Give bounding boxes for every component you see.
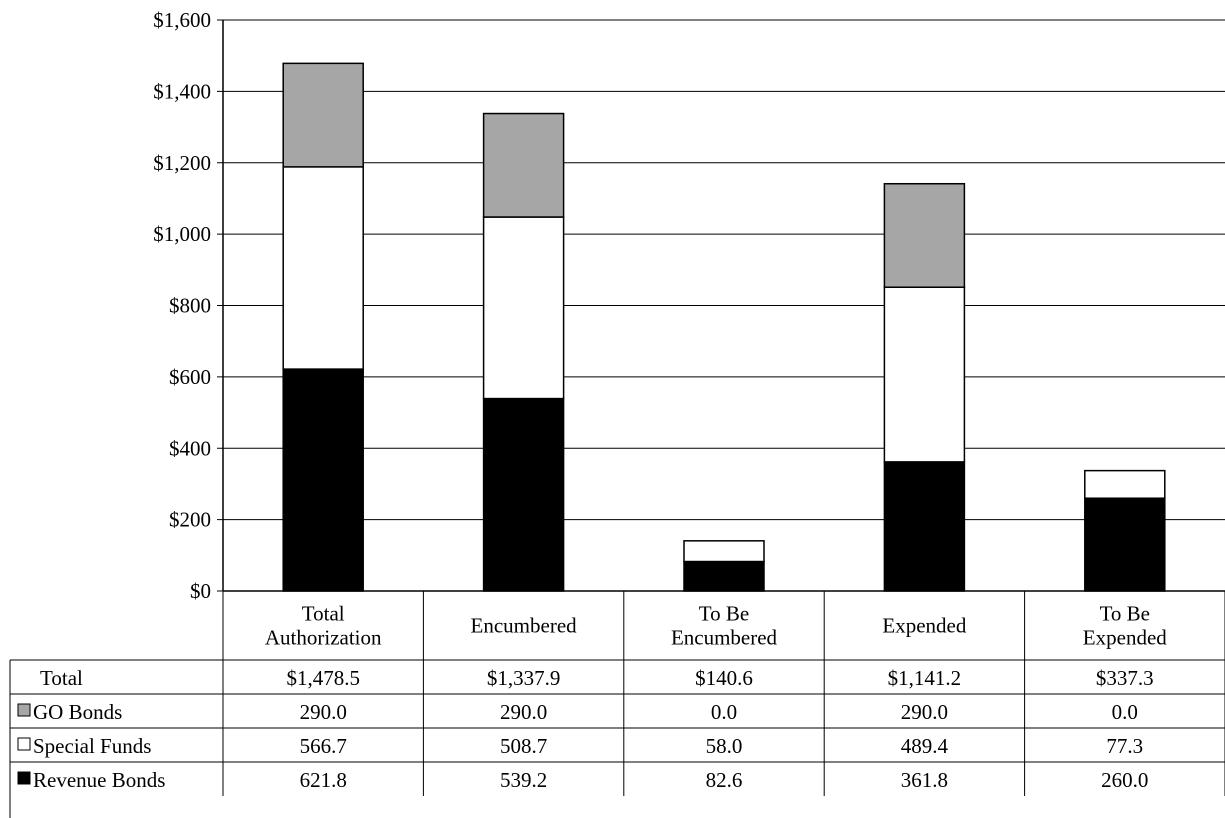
- data-label: 58.0: [706, 734, 743, 758]
- data-label: 566.7: [300, 734, 347, 758]
- category-label: Expended: [1083, 626, 1167, 650]
- y-tick-label: $600: [169, 365, 211, 389]
- data-label: 82.6: [706, 768, 743, 792]
- bar-segment: [683, 540, 765, 563]
- bar-segment: [482, 112, 565, 218]
- category-label: Encumbered: [671, 626, 778, 650]
- category-label: To Be: [1100, 602, 1150, 626]
- data-label: $337.3: [1096, 666, 1154, 690]
- y-tick-label: $800: [169, 294, 211, 318]
- category-label: To Be: [699, 602, 749, 626]
- bar-segment: [482, 216, 565, 400]
- data-label: 77.3: [1106, 734, 1143, 758]
- data-label: 489.4: [901, 734, 949, 758]
- data-label: 290.0: [901, 700, 948, 724]
- y-tick-label: $1,400: [153, 79, 211, 103]
- y-tick-label: $400: [169, 436, 211, 460]
- data-label: 621.8: [300, 768, 347, 792]
- category-label: Encumbered: [471, 614, 578, 638]
- legend-key: [17, 703, 31, 717]
- y-tick-label: $1,200: [153, 151, 211, 175]
- bar-segment: [482, 397, 565, 592]
- data-label: $1,337.9: [487, 666, 561, 690]
- bar-segment: [1084, 469, 1166, 499]
- data-label: 260.0: [1101, 768, 1148, 792]
- data-label: 290.0: [500, 700, 547, 724]
- legend-key: [17, 771, 31, 785]
- bar-segment: [683, 560, 765, 592]
- bar-segment: [282, 166, 364, 370]
- table-row-label: Revenue Bonds: [33, 768, 165, 792]
- y-tick-label: $1,000: [153, 222, 211, 246]
- y-tick-label: $1,600: [153, 8, 211, 32]
- legend-key: [17, 737, 31, 751]
- data-label: 290.0: [300, 700, 347, 724]
- data-label: $1,478.5: [286, 666, 360, 690]
- table-row-label: Special Funds: [33, 734, 151, 758]
- table-row-label: GO Bonds: [33, 700, 122, 724]
- y-tick-label: $200: [169, 508, 211, 532]
- category-label: Total: [302, 602, 345, 626]
- data-label: 539.2: [500, 768, 547, 792]
- data-label: 508.7: [500, 734, 547, 758]
- data-label: $140.6: [695, 666, 753, 690]
- category-label: Expended: [882, 614, 966, 638]
- table-row-label: Total: [40, 666, 83, 690]
- data-label: 361.8: [901, 768, 948, 792]
- bar-segment: [1084, 497, 1166, 592]
- data-label: 0.0: [1112, 700, 1138, 724]
- bar-segment: [282, 368, 364, 592]
- bar-segment: [883, 286, 966, 463]
- bar-segment: [282, 62, 364, 168]
- category-label: Authorization: [265, 626, 382, 650]
- data-label: 0.0: [711, 700, 737, 724]
- y-tick-label: $0: [190, 579, 211, 603]
- bar-segment: [883, 461, 966, 592]
- bar-segment: [883, 182, 966, 288]
- data-label: $1,141.2: [888, 666, 962, 690]
